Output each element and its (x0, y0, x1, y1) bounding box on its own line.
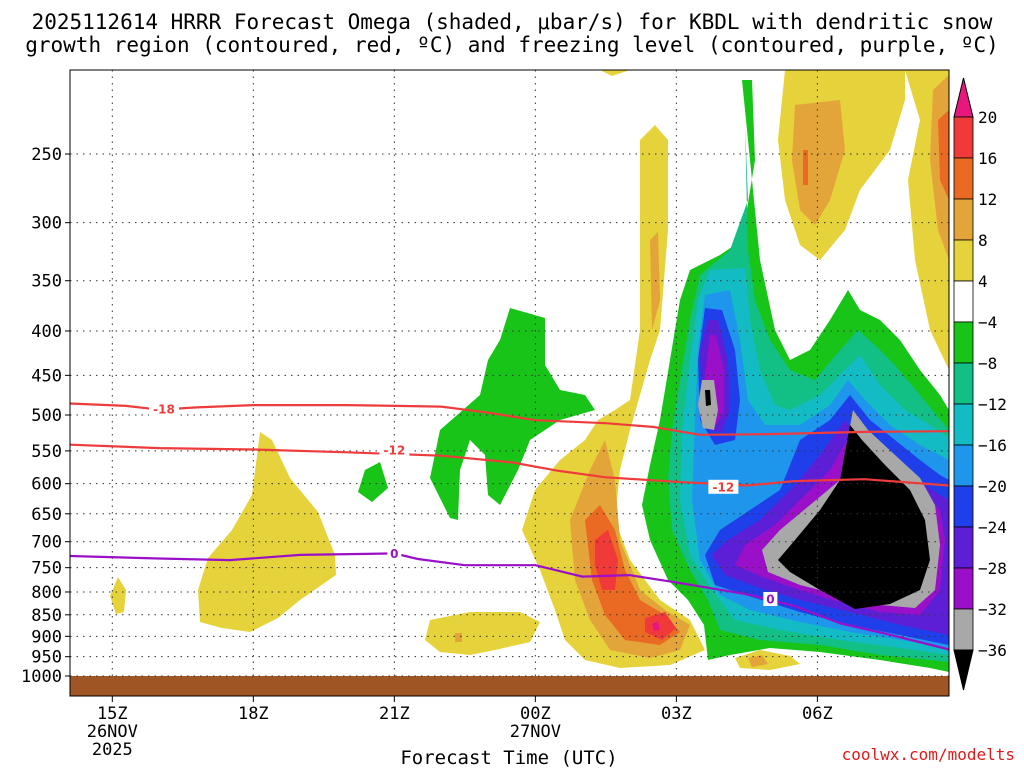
colorbar-tick-label: −4 (978, 313, 997, 332)
colorbar-tick-label: −28 (978, 559, 1007, 578)
colorbar-tick-label: −8 (978, 354, 997, 373)
colorbar-swatch (953, 362, 974, 405)
contour-label-bg (387, 546, 402, 561)
x-tick-label: 18Z (238, 704, 269, 724)
omega-region (430, 308, 595, 520)
y-tick-label: 900 (31, 627, 62, 647)
colorbar-swatch (953, 157, 974, 200)
y-tick-label: 650 (31, 505, 62, 525)
colorbar-swatch (953, 321, 974, 364)
colorbar-tick-label: −20 (978, 477, 1007, 496)
omega-region (645, 612, 676, 640)
contour-label: 0 (766, 592, 774, 606)
x-tick-label: 2025 (92, 740, 133, 760)
colorbar-swatch (953, 280, 974, 323)
colorbar-tick-label: 8 (978, 231, 988, 250)
contour-label-bg (708, 479, 739, 494)
chart-title-line-2: growth region (contoured, red, ºC) and f… (25, 33, 999, 57)
colorbar-swatch (953, 526, 974, 569)
omega-region (600, 70, 630, 76)
colorbar-swatch (953, 403, 974, 446)
x-tick-label: 06Z (802, 704, 833, 724)
omega-region (522, 125, 705, 668)
omega-region (652, 621, 660, 631)
y-axis: 2503003504004505005506006507007508008509… (21, 145, 70, 687)
colorbar-tick-label: −36 (978, 641, 1007, 660)
x-tick-label: 15Z (97, 704, 128, 724)
contour-label-bg (763, 591, 778, 606)
y-tick-label: 400 (31, 322, 62, 342)
colorbar-swatch (953, 567, 974, 610)
colorbar-bottom-arrow (953, 649, 974, 691)
x-tick-label: 21Z (379, 704, 410, 724)
contours: -18 -12 -12 0 0 (69, 401, 950, 651)
plot-frame (69, 69, 950, 697)
colorbar-tick-label: −24 (978, 518, 1007, 537)
x-tick-label: 00Z (520, 704, 551, 724)
colorbar-swatch (953, 485, 974, 528)
omega-region (735, 650, 800, 670)
colorbar-tick-label: 12 (978, 190, 997, 209)
colorbar-top-arrow (953, 77, 974, 118)
credit-link[interactable]: coolwx.com/modelts (842, 745, 1015, 764)
contour-line (69, 443, 950, 487)
contour-line (69, 552, 950, 651)
omega-region (110, 577, 126, 614)
omega-region (425, 612, 540, 655)
omega-region (803, 150, 808, 185)
y-tick-label: 250 (31, 145, 62, 165)
colorbar-swatch (953, 239, 974, 282)
y-tick-label: 800 (31, 583, 62, 603)
colorbar-swatch (953, 608, 974, 651)
contour-label: -12 (713, 480, 735, 494)
y-tick-label: 1000 (21, 667, 62, 687)
omega-region (778, 425, 930, 609)
y-tick-label: 950 (31, 648, 62, 668)
colorbar-swatch (953, 444, 974, 487)
omega-region (570, 440, 690, 658)
omega-region (358, 462, 388, 502)
colorbar: 20 16 12 8 4 −4 −8 −12 −16 −20 −24 −28 −32 −36 (953, 77, 1007, 691)
x-tick-label: 03Z (661, 704, 692, 724)
chart-title-line-1: 2025112614 HRRR Forecast Omega (shaded, … (32, 10, 993, 34)
x-tick-label: 26NOV (87, 722, 138, 742)
omega-region (748, 655, 768, 667)
omega-region (198, 432, 336, 632)
contour-label: -18 (153, 402, 175, 416)
omega-shading (110, 70, 949, 672)
colorbar-tick-label: −12 (978, 395, 1007, 414)
colorbar-tick-label: −16 (978, 436, 1007, 455)
y-tick-label: 550 (31, 442, 62, 462)
contour-label: -12 (383, 444, 405, 458)
omega-region (455, 633, 462, 642)
contour-label-bg (149, 401, 180, 416)
colorbar-tick-label: 20 (978, 108, 997, 127)
y-tick-label: 700 (31, 533, 62, 553)
contour-label: 0 (390, 547, 398, 561)
y-tick-label: 450 (31, 366, 62, 386)
x-axis-label: Forecast Time (UTC) (400, 747, 617, 768)
y-tick-label: 350 (31, 272, 62, 292)
omega-region (938, 110, 949, 200)
colorbar-swatch (953, 116, 974, 159)
omega-region (792, 100, 845, 225)
y-tick-label: 300 (31, 214, 62, 234)
y-tick-label: 750 (31, 559, 62, 579)
colorbar-swatch (953, 198, 974, 241)
x-tick-label: 27NOV (510, 722, 561, 742)
y-tick-label: 500 (31, 406, 62, 426)
contour-label-bg (379, 443, 410, 458)
colorbar-tick-label: −32 (978, 600, 1007, 619)
colorbar-tick-label: 4 (978, 272, 988, 291)
y-tick-label: 850 (31, 606, 62, 626)
omega-region (705, 390, 711, 406)
ground-surface (70, 676, 949, 696)
colorbar-tick-label: 16 (978, 149, 997, 168)
y-tick-label: 600 (31, 475, 62, 495)
